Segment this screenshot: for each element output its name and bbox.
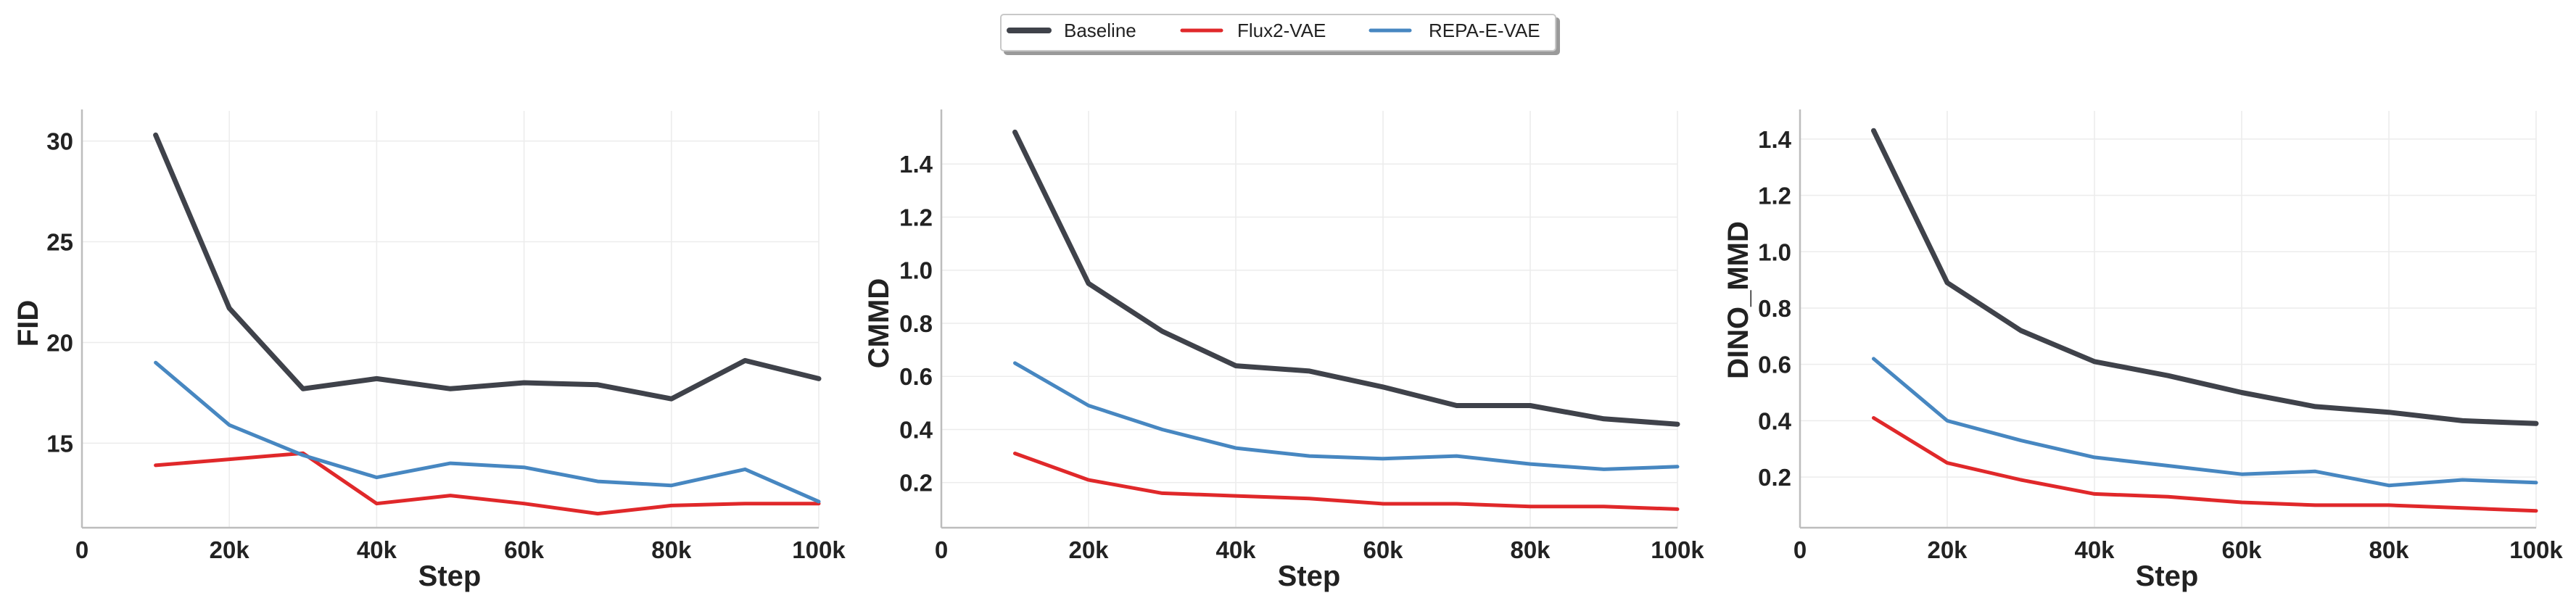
x-tick-label: 80k (651, 536, 692, 563)
x-axis-title-dino-mmd: Step (2136, 560, 2199, 592)
y-ticks-cmmd: 0.2 0.4 0.6 0.8 1.0 1.2 1.4 (899, 151, 933, 496)
series-line-flux2-vae-fid (154, 451, 821, 516)
y-axis-title-dino-mmd: DINO_MMD (1722, 221, 1754, 379)
y-ticks-dino-mmd: 0.2 0.4 0.6 0.8 1.0 1.2 1.4 (1758, 126, 1792, 491)
x-tick-label: 60k (504, 536, 545, 563)
x-tick-label: 40k (1215, 536, 1256, 563)
y-tick-label: 1.0 (899, 257, 933, 284)
x-tick-label: 100k (2509, 536, 2563, 563)
y-tick-label: 0.4 (1758, 407, 1792, 434)
x-axis-title-fid: Step (418, 560, 482, 592)
y-tick-label: 30 (46, 128, 73, 155)
x-tick-label: 20k (1927, 536, 1968, 563)
series-line-baseline-fid (153, 132, 822, 402)
x-axis-title-cmmd: Step (1278, 560, 1341, 592)
y-axis-title-cmmd: CMMD (863, 278, 895, 368)
series-line-baseline-dino-mmd (1871, 128, 2539, 426)
x-tick-label: 100k (1651, 536, 1704, 563)
y-tick-label: 1.4 (1758, 126, 1792, 153)
series-lines-dino-mmd (1871, 128, 2539, 513)
x-tick-label: 0 (935, 536, 948, 563)
y-tick-label: 0.4 (899, 416, 933, 443)
x-tick-label: 100k (792, 536, 846, 563)
legend-box (1000, 14, 1556, 51)
x-tick-label: 0 (75, 536, 88, 563)
y-tick-label: 25 (46, 229, 73, 256)
grid-cmmd (941, 111, 1678, 528)
chart-panel-cmmd: 0 20k 40k 60k 80k 100k 0.20.40.60.81.01.21.4 … (863, 109, 1704, 592)
y-tick-label: 15 (46, 430, 73, 457)
series-line-flux2-vae-cmmd (1013, 452, 1680, 511)
y-tick-label: 1.2 (1758, 183, 1791, 209)
x-tick-label: 80k (1510, 536, 1551, 563)
x-ticks-fid: 0 20k 40k 60k 80k 100k (75, 536, 846, 563)
chart-panel-fid: 0 20k 40k 60k 80k 100k 15 20 25 30 Step FID (12, 109, 846, 592)
x-tick-label: 60k (1363, 536, 1403, 563)
series-line-repa-e-vae-dino-mmd (1872, 357, 2538, 488)
x-tick-label: 60k (2221, 536, 2262, 563)
y-tick-label: 0.6 (899, 363, 933, 390)
chart-panel-dino-mmd: 0 20k 40k 60k 80k 100k 0.20.40.60.81.01.21.4 … (1722, 109, 2563, 592)
grid-fid (82, 111, 820, 528)
x-tick-label: 40k (2074, 536, 2115, 563)
series-line-repa-e-vae-fid (154, 360, 821, 504)
x-tick-label: 0 (1793, 536, 1807, 563)
y-tick-label: 1.4 (899, 151, 933, 178)
y-tick-label: 0.8 (1758, 295, 1791, 322)
x-tick-label: 40k (357, 536, 397, 563)
y-tick-label: 0.8 (899, 310, 933, 337)
y-tick-label: 0.2 (1758, 464, 1791, 491)
series-line-flux2-vae-dino-mmd (1872, 416, 2538, 513)
y-tick-label: 20 (46, 329, 73, 356)
legend-label-repa-e-vae: REPA-E-VAE (1429, 20, 1540, 41)
y-ticks-fid: 15 20 25 30 (46, 128, 73, 457)
series-lines-cmmd (1012, 129, 1680, 511)
y-tick-label: 0.6 (1758, 352, 1791, 378)
x-tick-label: 80k (2369, 536, 2409, 563)
series-line-baseline-cmmd (1012, 129, 1680, 427)
y-axis-title-fid: FID (12, 300, 44, 346)
x-tick-label: 20k (1068, 536, 1109, 563)
series-lines-fid (153, 132, 822, 516)
grid-dino-mmd (1800, 111, 2537, 528)
y-tick-label: 1.2 (899, 204, 933, 231)
legend-label-baseline: Baseline (1064, 20, 1136, 41)
x-ticks-dino-mmd: 0 20k 40k 60k 80k 100k (1793, 536, 2564, 563)
legend: Baseline Flux2-VAE REPA-E-VAE (1000, 14, 1556, 51)
y-tick-label: 1.0 (1758, 238, 1791, 265)
legend-label-flux2-vae: Flux2-VAE (1237, 20, 1326, 41)
series-line-repa-e-vae-cmmd (1013, 361, 1680, 471)
x-tick-label: 20k (210, 536, 250, 563)
y-tick-label: 0.2 (899, 470, 933, 497)
x-ticks-cmmd: 0 20k 40k 60k 80k 100k (935, 536, 1705, 563)
